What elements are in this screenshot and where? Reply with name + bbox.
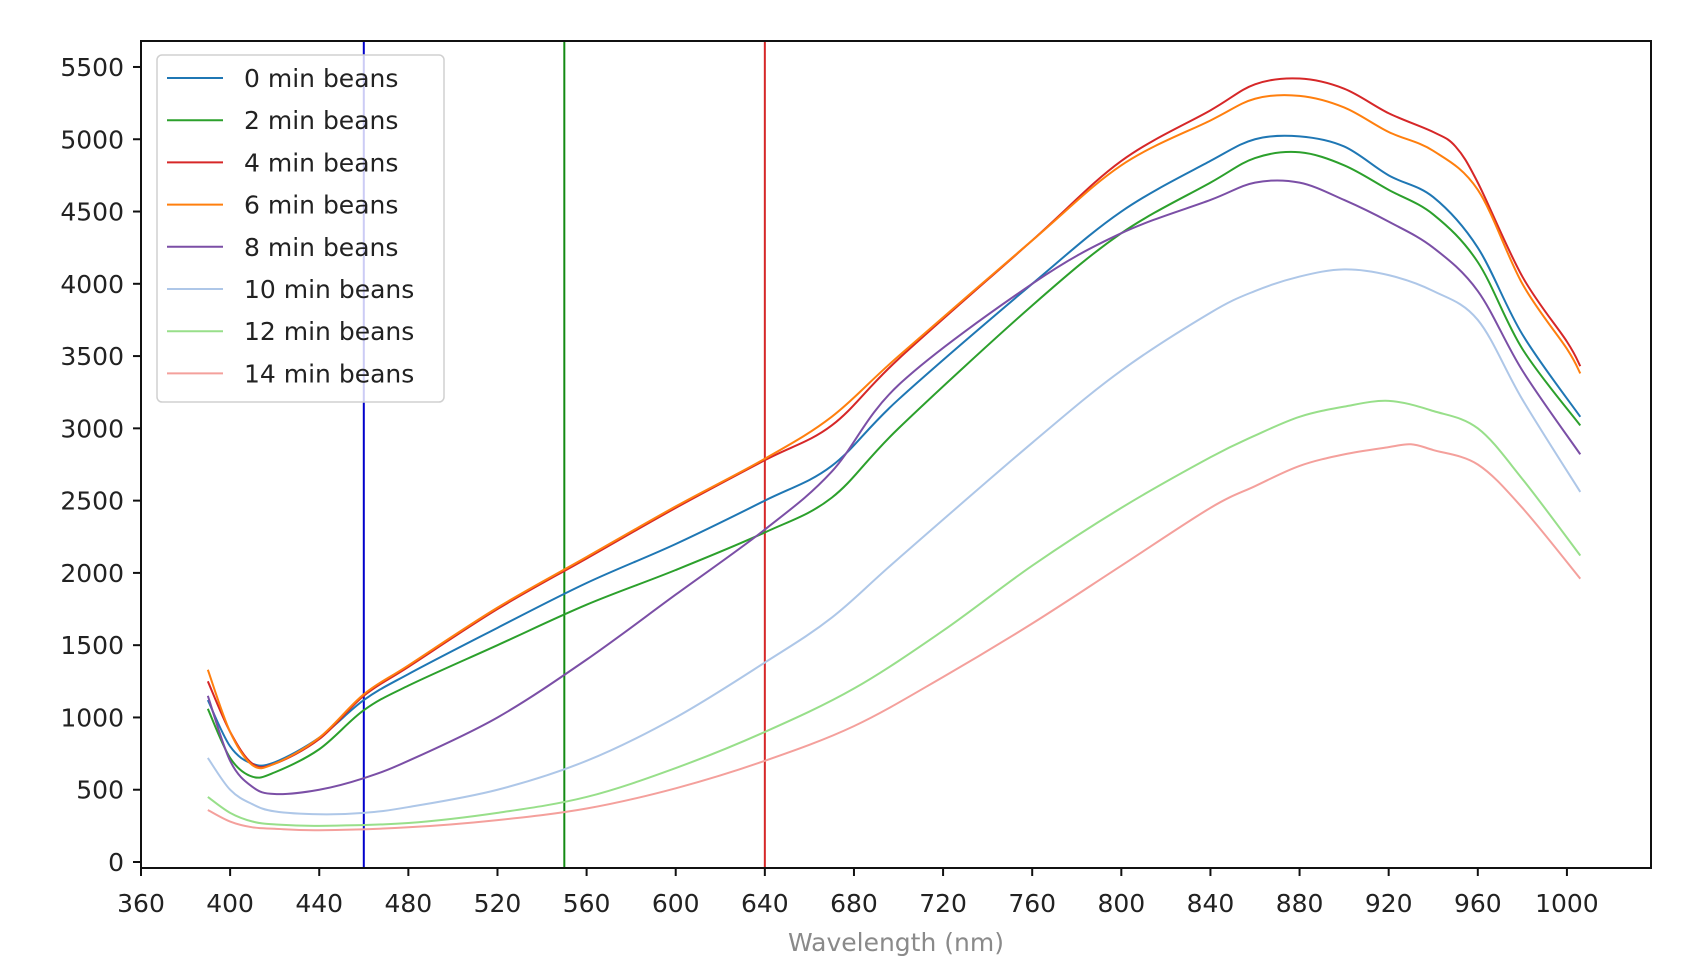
legend-label: 12 min beans xyxy=(244,317,414,346)
legend-label: 0 min beans xyxy=(244,64,398,93)
y-tick-label: 5000 xyxy=(60,125,124,154)
series-line-7 xyxy=(207,443,1582,832)
x-tick-label: 480 xyxy=(385,889,433,918)
legend-label: 8 min beans xyxy=(244,233,398,262)
series-line-6 xyxy=(207,399,1582,827)
x-tick-label: 760 xyxy=(1008,889,1056,918)
x-tick-label: 400 xyxy=(206,889,254,918)
series-line-1 xyxy=(206,150,1582,779)
y-tick-label: 3000 xyxy=(60,414,124,443)
x-tick-label: 560 xyxy=(563,889,611,918)
y-tick-label: 2000 xyxy=(60,559,124,588)
y-tick-label: 4500 xyxy=(60,198,124,227)
x-tick-label: 680 xyxy=(830,889,878,918)
y-tick-label: 2500 xyxy=(60,487,124,516)
x-tick-label: 720 xyxy=(919,889,967,918)
legend-label: 10 min beans xyxy=(244,275,414,304)
y-tick-label: 1500 xyxy=(60,631,124,660)
x-tick-label: 920 xyxy=(1365,889,1413,918)
plot-frame xyxy=(140,40,1652,869)
legend-label: 4 min beans xyxy=(244,148,398,177)
y-tick-label: 500 xyxy=(76,776,124,805)
legend-label: 14 min beans xyxy=(244,359,414,388)
y-axis-ticks: 0 500 1000 1500 2000 2500 3000 3500 4000 4500 5000… xyxy=(60,53,141,877)
series-line-4 xyxy=(206,179,1582,796)
x-tick-label: 640 xyxy=(741,889,789,918)
series-lines xyxy=(206,77,1582,832)
y-tick-label: 4000 xyxy=(60,270,124,299)
y-tick-label: 3500 xyxy=(60,342,124,371)
x-tick-label: 520 xyxy=(474,889,522,918)
y-tick-label: 0 xyxy=(108,848,124,877)
x-axis-ticks: 360 400 440 480 520 560 600 640 680 720 760 800 840 8… xyxy=(117,868,1599,918)
x-tick-label: 800 xyxy=(1097,889,1145,918)
x-tick-label: 880 xyxy=(1276,889,1324,918)
x-tick-label: 360 xyxy=(117,889,165,918)
y-tick-label: 1000 xyxy=(60,703,124,732)
legend-box xyxy=(156,54,445,403)
x-tick-label: 1000 xyxy=(1535,889,1599,918)
x-tick-label: 960 xyxy=(1454,889,1502,918)
y-tick-label: 5500 xyxy=(60,53,124,82)
x-axis-label: Wavelength (nm) xyxy=(788,928,1004,957)
legend-label: 2 min beans xyxy=(244,106,398,135)
legend: 0 min beans 2 min beans 4 min beans 6 min b… xyxy=(156,54,445,403)
legend-label: 6 min beans xyxy=(244,191,398,220)
series-line-5 xyxy=(207,268,1582,816)
x-tick-label: 440 xyxy=(295,889,343,918)
x-tick-label: 840 xyxy=(1187,889,1235,918)
x-tick-label: 600 xyxy=(652,889,700,918)
series-line-3 xyxy=(206,94,1582,770)
